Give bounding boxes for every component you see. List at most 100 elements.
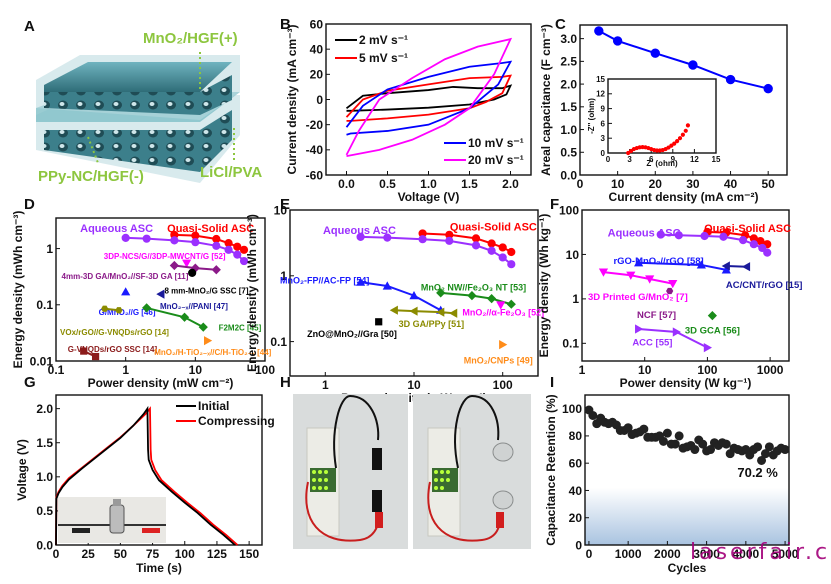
y-tick-label: 60 (310, 17, 324, 31)
legend-label: 20 mV s⁻¹ (468, 153, 524, 167)
data-point (507, 260, 516, 269)
data-point (211, 265, 221, 275)
data-point (683, 128, 688, 133)
data-point (101, 305, 109, 312)
data-point (672, 141, 677, 146)
negative-electrode-label: PPy-NC/HGF(-) (38, 168, 144, 185)
x-tick-label: 9 (671, 155, 676, 164)
data-point (721, 439, 731, 449)
series-label: 3D Printed G/MnO₂ [7] (588, 292, 688, 303)
x-tick-label: 30 (686, 177, 700, 191)
series-label: F2M2C [45] (219, 324, 262, 333)
y-tick-label: 0.5 (560, 146, 577, 160)
data-point (418, 235, 427, 244)
data-point (675, 139, 680, 144)
data-point (233, 250, 242, 259)
y-tick-label: -40 (306, 143, 324, 157)
data-point (685, 123, 691, 128)
y-tick-label: 1 (572, 292, 579, 306)
data-point (719, 232, 728, 241)
data-point (436, 288, 446, 298)
panel-letter-f: F (550, 196, 560, 213)
x-axis-label: Voltage (V) (398, 190, 460, 204)
y-tick-label: 2.5 (560, 55, 577, 69)
black-clip (72, 528, 90, 533)
panel-letter-h: H (280, 374, 291, 391)
x-axis-label: Cycles (668, 561, 707, 575)
x-tick-label: 0 (577, 177, 584, 191)
y-tick-label: 3 (601, 134, 606, 143)
y-axis-label: Areal capacitance (F cm⁻³) (539, 24, 553, 176)
y-tick-label: 80 (569, 429, 583, 443)
series-label: Aqueous ASC (608, 228, 681, 240)
data-point (121, 233, 130, 242)
y-tick-label: 0.01 (30, 354, 54, 368)
x-tick-label: 0 (53, 547, 60, 561)
data-point (662, 428, 672, 438)
data-point (436, 307, 445, 317)
series-line (603, 271, 673, 285)
data-point (674, 231, 683, 240)
legend-label: 5 mV s⁻¹ (359, 51, 408, 65)
y-tick-label: 40 (310, 42, 324, 56)
x-axis-label: Z' (ohm) (646, 159, 678, 168)
series-label: G-VNQDs/rGO SSC [14] (68, 345, 158, 354)
legend-label: Compressing (198, 414, 275, 428)
data-point (612, 36, 623, 46)
x-tick-label: 150 (239, 547, 259, 561)
data-point (409, 291, 419, 300)
legend-label: 2 mV s⁻¹ (359, 33, 408, 47)
data-point (204, 336, 213, 346)
series-label: MnO₂₋ₓ//PANI [47] (160, 302, 228, 311)
data-point (706, 445, 716, 455)
x-tick-label: 1.5 (461, 177, 478, 191)
x-tick-label: 1.0 (420, 177, 437, 191)
data-point (623, 423, 633, 433)
y-axis-label: Current density (mA cm⁻³) (285, 25, 299, 175)
y-tick-label: 0.1 (36, 298, 53, 312)
y-tick-label: 40 (569, 484, 583, 498)
data-point (487, 246, 496, 255)
series-label: MnO₂-FP//AC-FP [54] (280, 276, 369, 286)
data-point (672, 327, 681, 337)
data-point (669, 143, 674, 148)
x-tick-label: 0.1 (48, 363, 65, 377)
x-tick-label: 25 (82, 547, 96, 561)
data-point (707, 311, 717, 321)
x-axis-label: Power density (mW cm⁻²) (88, 376, 234, 390)
y-tick-label: 1.0 (36, 470, 53, 484)
series-label: ZnO@MnO₂//Gra [50] (307, 329, 397, 339)
data-point (738, 236, 748, 245)
data-point (700, 231, 709, 241)
y-tick-label: 0 (316, 93, 323, 107)
data-point (674, 431, 684, 441)
cv-curve-0 (345, 84, 513, 112)
series-label: VOx/rGO//G-VNQDs/rGO [14] (60, 328, 169, 337)
y-tick-label: 0 (601, 149, 606, 158)
data-point (182, 259, 192, 268)
data-point (690, 445, 700, 455)
data-point (668, 280, 678, 289)
x-tick-label: 75 (146, 547, 160, 561)
data-point (409, 306, 418, 316)
x-tick-label: 0 (586, 547, 593, 561)
x-tick-label: 3000 (693, 547, 720, 561)
data-point (763, 83, 773, 94)
panel-letter-d: D (24, 196, 35, 213)
data-point (626, 150, 631, 156)
y-tick-label: 60 (569, 457, 583, 471)
data-point (639, 424, 649, 434)
data-point (467, 291, 477, 301)
series-line (394, 309, 454, 315)
y-tick-label: 1.0 (560, 123, 577, 137)
watermark: laserfair.com (690, 540, 831, 565)
data-point (142, 234, 151, 243)
data-point (121, 287, 131, 296)
data-point (634, 258, 644, 267)
data-point (487, 294, 497, 304)
plot-frame (581, 209, 790, 362)
data-point (142, 303, 152, 313)
data-point (650, 48, 660, 58)
y-axis-label: Energy density (mWh cm⁻³) (245, 214, 259, 372)
